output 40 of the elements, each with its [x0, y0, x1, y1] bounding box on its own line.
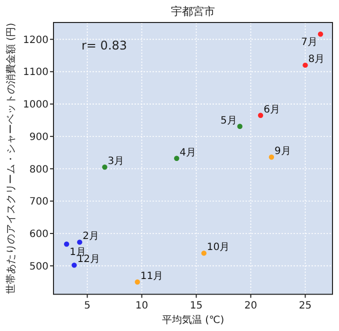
point	[64, 242, 70, 247]
annotation: 10月	[206, 242, 230, 254]
annotation: 2月	[82, 231, 100, 242]
annotation: 7月	[301, 37, 318, 48]
point	[268, 154, 274, 160]
annotation: 6月	[264, 104, 280, 116]
y-tick-label: 1200	[23, 34, 48, 46]
point	[237, 124, 242, 129]
x-axis-title: 平均気温 (℃)	[162, 314, 224, 326]
chart-title: 宇都宮市	[171, 5, 215, 18]
x-tick-label: 20	[244, 300, 258, 312]
y-tick-label: 800	[29, 164, 48, 176]
x-tick-label: 25	[298, 300, 312, 312]
x-tick-label: 10	[135, 300, 148, 312]
annotation: 11月	[140, 271, 164, 282]
point	[174, 156, 180, 161]
annotation: 4月	[180, 147, 196, 158]
y-axis-title: 世帯あたりのアイスクリーム・シャーベットの消費金額 (円)	[5, 22, 17, 294]
annotation: r= 0.83	[82, 38, 128, 52]
point	[258, 112, 264, 118]
annotation: 12月	[77, 254, 100, 266]
point	[318, 32, 324, 37]
point	[201, 250, 206, 256]
y-tick-label: 600	[29, 228, 48, 240]
y-tick-label: 1100	[23, 67, 48, 78]
y-tick-label: 700	[29, 196, 48, 208]
point	[302, 62, 308, 68]
point	[72, 262, 77, 268]
y-tick-label: 500	[29, 261, 48, 272]
point	[77, 240, 82, 245]
x-tick-label: 15	[190, 300, 203, 312]
y-tick-label: 1000	[23, 100, 48, 111]
point	[102, 164, 108, 170]
annotation: 8月	[308, 54, 325, 66]
annotation: 5月	[220, 115, 237, 126]
point	[134, 279, 140, 285]
annotation: 3月	[108, 156, 124, 168]
y-tick-label: 900	[29, 132, 48, 143]
annotation: 9月	[274, 146, 291, 158]
x-tick-label: 5	[84, 300, 90, 312]
